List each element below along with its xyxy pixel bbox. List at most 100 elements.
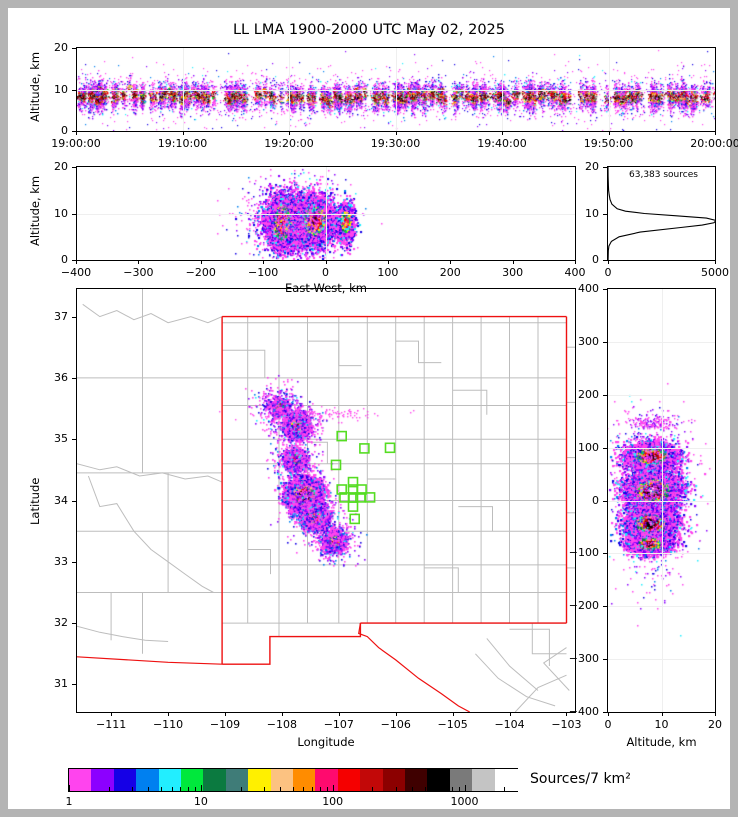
ew-tick-5	[387, 260, 389, 264]
colorbar-segment-14	[382, 769, 406, 791]
lon-tick-1	[168, 712, 170, 716]
source-count-annotation: 63,383 sources	[629, 170, 698, 180]
ns-ticklabel-3: −100	[568, 546, 599, 560]
ew-ticklabel-2: −200	[185, 266, 216, 279]
time-ticklabel-1: 19:10:00	[157, 137, 208, 150]
time-ticklabel-4: 19:40:00	[477, 137, 527, 150]
colorbar-segment-4	[158, 769, 182, 791]
lat-tick-5	[72, 377, 76, 379]
lat-tick-0	[72, 684, 76, 686]
colorbar-segment-2	[113, 769, 137, 791]
ns-tick-7	[603, 341, 607, 343]
colorbar-minortick-300	[395, 787, 397, 791]
colorbar-ticklabel-1: 1	[65, 795, 73, 808]
colorbar-title: Sources/7 km²	[530, 771, 631, 787]
time-tick-1	[182, 131, 184, 135]
colorbar-minortick-400	[412, 787, 414, 791]
lon-ticklabel-7: −104	[494, 718, 525, 731]
ew-alt-tick-20	[72, 167, 76, 168]
colorbar-minortick-2	[108, 787, 110, 791]
ns-alt-tick-1	[661, 712, 663, 716]
ns-alt-ticklabel-2: 20	[708, 718, 722, 731]
colorbar-minortick-900	[458, 787, 460, 791]
ew-gridline-0km	[326, 167, 327, 260]
ns-tick-4	[603, 500, 607, 502]
lat-ticklabel-3: 34	[54, 493, 68, 507]
hist-alt-ticklabel-20: 20	[585, 160, 599, 173]
lat-ticklabel-5: 36	[54, 370, 68, 384]
ns-ticklabel-0: −400	[568, 705, 599, 718]
ew-ticklabel-0: −400	[60, 266, 92, 279]
altitude-ticklabel-t20: 20	[54, 41, 68, 54]
ew-tick-3	[263, 260, 265, 264]
ew-tick-1	[138, 260, 140, 264]
colorbar-majortick-1000	[464, 785, 466, 792]
colorbar-minortick-6	[171, 787, 173, 791]
lat-tick-1	[72, 623, 76, 625]
ns-alt-ticklabel-1: 10	[654, 718, 669, 731]
lat-tick-6	[72, 316, 76, 318]
colorbar-minortick-3	[131, 787, 133, 791]
ns-tick-2	[603, 606, 607, 608]
lon-ticklabel-5: −106	[380, 718, 411, 731]
hist-alt-tick-20	[603, 167, 607, 168]
colorbar-minortick-90	[326, 787, 328, 791]
colorbar-segment-15	[405, 769, 428, 791]
colorbar-segment-6	[203, 769, 227, 791]
altitude-ticklabel-t0: 0	[61, 124, 68, 137]
altitude-tick-t10	[72, 89, 76, 91]
colorbar-segment-19	[494, 769, 518, 791]
ew-panel-xlabel: East-West, km	[285, 281, 367, 295]
colorbar-majortick-1	[69, 785, 70, 792]
lon-tick-5	[395, 712, 397, 716]
colorbar-segment-17	[449, 769, 473, 791]
ew-ticklabel-1: −300	[123, 266, 154, 279]
lat-ticklabel-6: 37	[54, 309, 68, 323]
colorbar-majortick-10	[200, 785, 202, 792]
ew-tick-8	[575, 260, 576, 264]
time-tick-3	[395, 131, 397, 135]
colorbar-minortick-600	[435, 787, 437, 791]
colorbar-minortick-50	[293, 787, 294, 791]
colorbar-segment-5	[181, 769, 204, 791]
colorbar-segment-16	[427, 769, 451, 791]
colorbar-segment-12	[337, 769, 361, 791]
hist-count-tick-1	[715, 260, 716, 264]
ew-alt-ticklabel-0: 0	[61, 253, 68, 266]
map-xlabel: Longitude	[297, 735, 355, 749]
colorbar-segment-8	[248, 769, 272, 791]
lon-ticklabel-1: −110	[152, 718, 184, 731]
lat-ticklabel-2: 33	[54, 554, 68, 568]
lat-tick-4	[72, 439, 76, 441]
ns-tick-8	[603, 289, 607, 290]
colorbar-segment-11	[315, 769, 339, 791]
ew-alt-ticklabel-20: 20	[54, 160, 68, 173]
page-title: LL LMA 1900-2000 UTC May 02, 2025	[232, 22, 506, 38]
ns-tick-0	[603, 712, 607, 713]
colorbar-segment-9	[270, 769, 294, 791]
colorbar-ticklabel-1000: 1000	[450, 795, 479, 808]
ew-tick-0	[76, 260, 77, 264]
time-ticklabel-0: 19:00:00	[51, 137, 101, 150]
lat-ticklabel-4: 35	[54, 432, 68, 446]
colorbar-segment-1	[91, 769, 115, 791]
hist-alt-tick-10	[603, 213, 607, 215]
lon-ticklabel-3: −108	[266, 718, 297, 731]
ew-ticklabel-5: 100	[377, 266, 399, 279]
colorbar-minortick-4	[148, 787, 150, 791]
lon-tick-4	[338, 712, 340, 716]
hist-alt-ticklabel-10: 10	[585, 206, 599, 220]
time-panel-ylabel: Altitude, km	[28, 51, 42, 122]
ns-tick-1	[603, 659, 607, 661]
colorbar-minortick-200	[372, 787, 374, 791]
hist-alt-ticklabel-0: 0	[592, 253, 599, 266]
time-gridline-10km	[77, 89, 715, 91]
colorbar-minortick-5	[161, 787, 163, 791]
lat-tick-3	[72, 500, 76, 502]
time-ticklabel-6: 20:00:00	[690, 137, 738, 150]
lon-tick-6	[452, 712, 454, 716]
colorbar	[68, 768, 518, 792]
colorbar-segment-3	[136, 769, 160, 791]
colorbar-minortick-60	[303, 787, 305, 791]
